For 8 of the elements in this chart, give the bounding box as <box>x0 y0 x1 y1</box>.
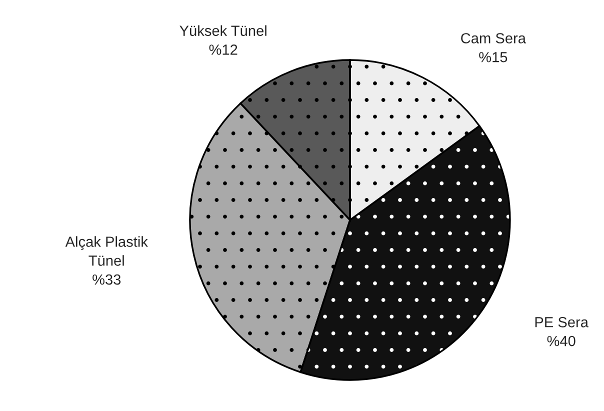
data-label: %33 <box>92 274 121 285</box>
data-label: %12 <box>209 44 238 55</box>
slice-label: Cam Sera <box>461 33 526 44</box>
data-label: %15 <box>479 52 508 62</box>
slice-label: Yüksek Tünel <box>180 25 266 36</box>
data-label: %40 <box>547 336 576 346</box>
slice-label: PE Sera <box>535 317 588 328</box>
slice-label: Alçak Plastik Tünel <box>65 236 148 266</box>
